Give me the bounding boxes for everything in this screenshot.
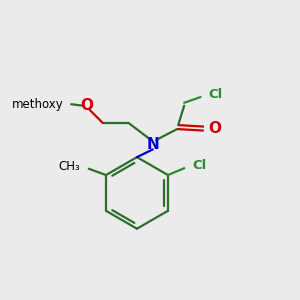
- Text: methoxy: methoxy: [12, 98, 64, 111]
- Text: Cl: Cl: [192, 158, 206, 172]
- Text: Cl: Cl: [208, 88, 223, 101]
- Text: CH₃: CH₃: [58, 160, 80, 173]
- Text: O: O: [208, 121, 221, 136]
- Text: O: O: [80, 98, 93, 113]
- Text: N: N: [146, 137, 159, 152]
